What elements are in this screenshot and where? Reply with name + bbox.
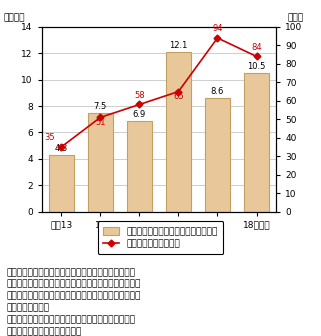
- Text: 8.6: 8.6: [211, 87, 224, 96]
- Bar: [244, 73, 269, 212]
- Legend: ウイルス感染被害報告件数（左目盛）, 検挙事件数（右目盛）: ウイルス感染被害報告件数（左目盛）, 検挙事件数（右目盛）: [98, 221, 223, 254]
- Text: 検挙事件数については、国家公安委員会・総務省・経
済産業省報道発表資料「不正アクセス行為の発生状況及
びアクセス制御機能に関する技術の研究開発の状況につ
いて」: 検挙事件数については、国家公安委員会・総務省・経 済産業省報道発表資料「不正アク…: [6, 268, 141, 336]
- Text: 6.9: 6.9: [133, 110, 146, 119]
- Text: 51: 51: [95, 118, 106, 127]
- Bar: [48, 155, 74, 212]
- Text: 94: 94: [212, 24, 223, 33]
- Bar: [205, 98, 230, 212]
- Text: 4.3: 4.3: [55, 144, 68, 153]
- Text: 7.5: 7.5: [94, 102, 107, 111]
- Text: 84: 84: [251, 43, 262, 52]
- Text: 12.1: 12.1: [169, 41, 187, 50]
- Text: （件）: （件）: [287, 13, 303, 22]
- Bar: [166, 52, 191, 212]
- Text: 10.5: 10.5: [247, 62, 266, 71]
- Bar: [88, 113, 113, 212]
- Text: 35: 35: [44, 133, 55, 142]
- Text: 65: 65: [173, 92, 184, 101]
- Text: 58: 58: [134, 91, 145, 100]
- Text: （万件）: （万件）: [3, 13, 25, 22]
- Bar: [127, 121, 152, 212]
